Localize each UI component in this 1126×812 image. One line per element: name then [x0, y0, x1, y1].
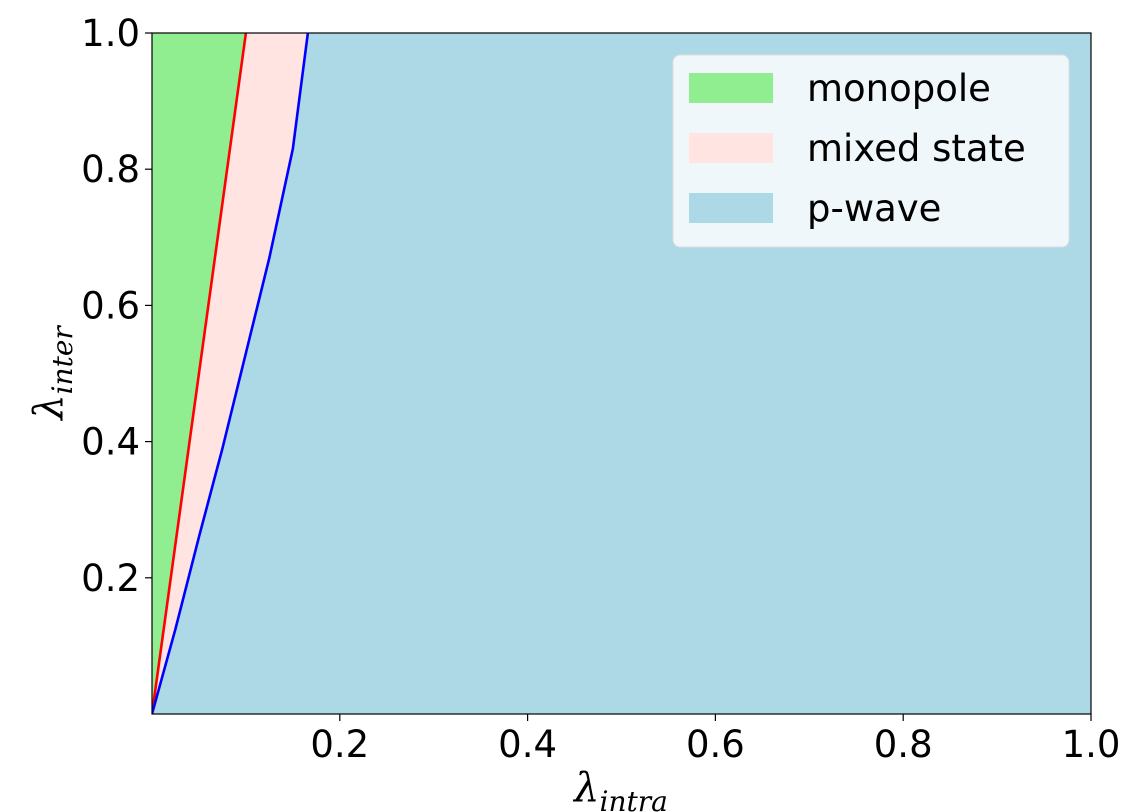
legend-swatch-monopole: [689, 73, 773, 103]
legend-label-monopole: monopole: [807, 67, 991, 110]
y-tick-label: 0.8: [81, 148, 140, 191]
x-axis-label: λintra: [572, 765, 668, 812]
y-tick-label: 0.2: [81, 557, 140, 600]
legend: monopole mixed state p-wave: [672, 54, 1070, 248]
boundary-line-1: [152, 33, 248, 714]
y-axis-ticks: 0.2 0.4 0.6 0.8 1.0: [81, 12, 152, 600]
legend-label-mixed-state: mixed state: [807, 127, 1026, 170]
x-tick-label: 0.4: [498, 723, 557, 766]
x-axis-ticks: 0.2 0.4 0.6 0.8 1.0: [310, 714, 1120, 766]
phase-boundaries: [152, 33, 310, 714]
boundary-line-2: [152, 33, 310, 714]
legend-swatch-mixed-state: [689, 133, 773, 163]
legend-swatch-p-wave: [689, 193, 773, 223]
legend-label-p-wave: p-wave: [807, 187, 941, 230]
x-tick-label: 0.2: [310, 723, 369, 766]
plot-frame: [151, 32, 1092, 715]
y-tick-label: 1.0: [81, 12, 140, 55]
x-tick-label: 0.6: [686, 723, 745, 766]
x-tick-label: 0.8: [874, 723, 933, 766]
region-mixed-state: [152, 33, 308, 714]
y-tick-label: 0.4: [81, 421, 140, 464]
y-tick-label: 0.6: [81, 284, 140, 327]
x-tick-label: 1.0: [1062, 723, 1121, 766]
y-axis-label: λinter: [26, 325, 79, 422]
